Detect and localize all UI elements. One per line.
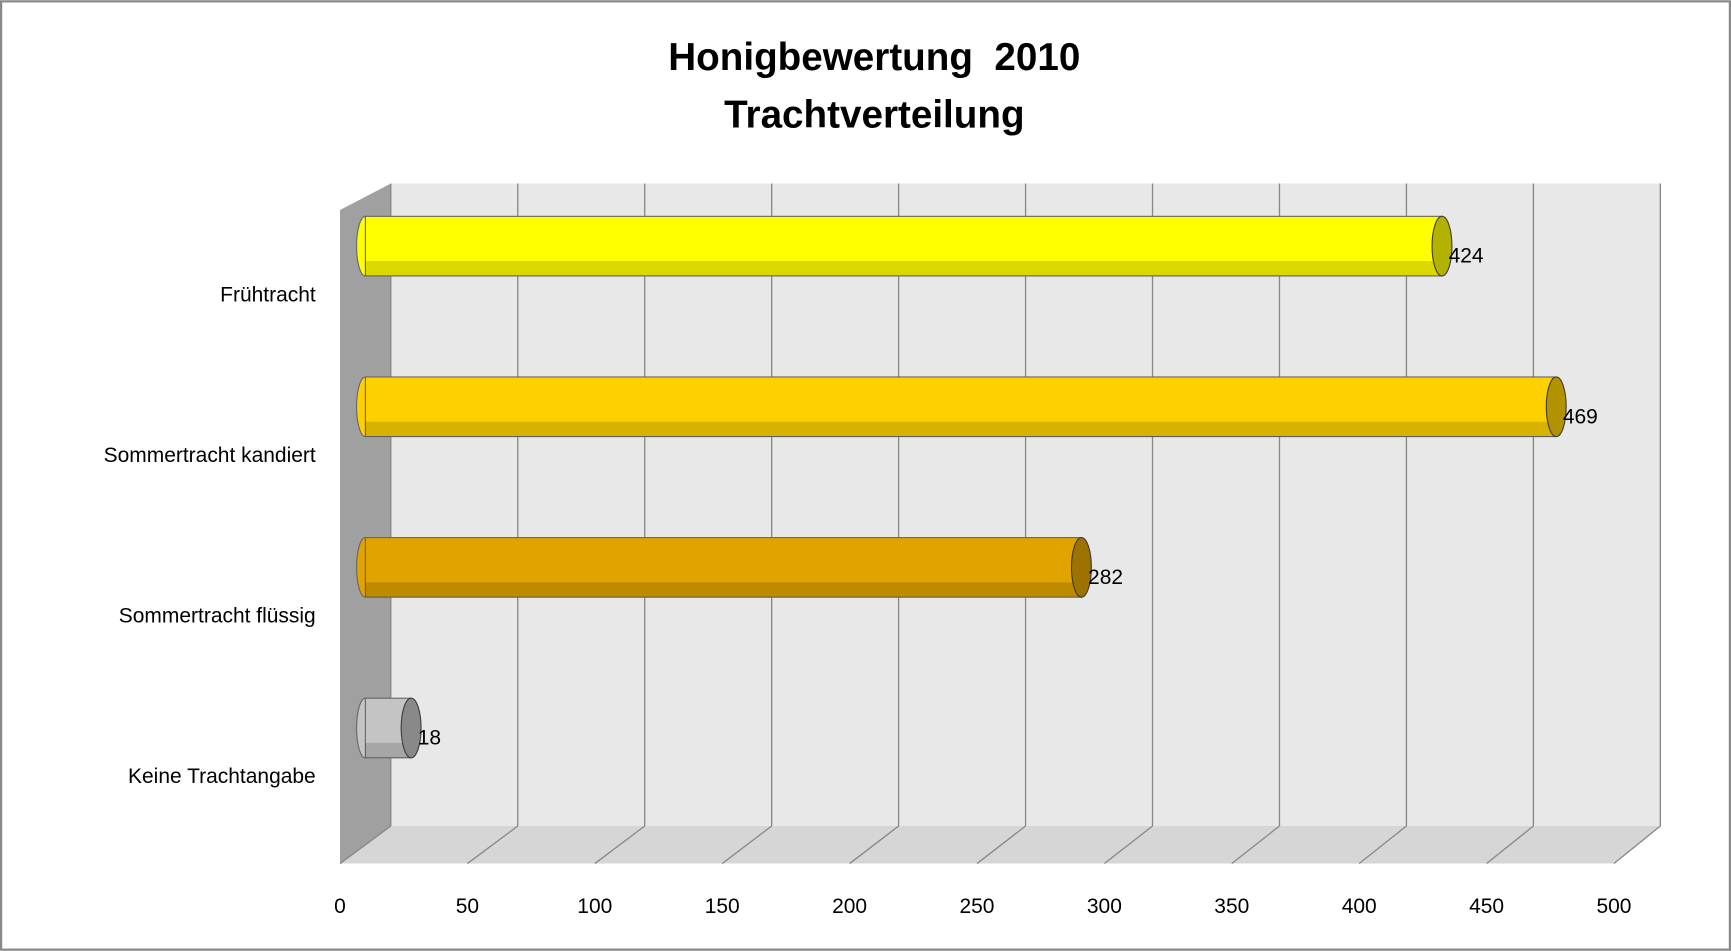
value-label: 282 <box>1088 566 1123 589</box>
x-tick-label: 200 <box>832 895 867 918</box>
x-tick-label: 500 <box>1596 895 1631 918</box>
value-label: 469 <box>1563 405 1598 428</box>
x-tick-label: 300 <box>1087 895 1122 918</box>
x-tick-label: 150 <box>705 895 740 918</box>
floor <box>340 826 1661 864</box>
y-tick-label: Sommertracht flüssig <box>119 605 316 628</box>
bar-shade <box>365 582 1082 598</box>
bar-shade <box>365 261 1442 276</box>
bar <box>364 537 1082 598</box>
grid-line <box>594 825 646 865</box>
bar-cap <box>400 697 422 759</box>
bar-shade <box>365 742 412 758</box>
chart-title: Honigbewertung 2010 <box>668 36 1080 79</box>
grid-line <box>976 825 1026 865</box>
chart-subtitle: Trachtverteilung <box>724 93 1025 136</box>
x-tick-label: 350 <box>1214 895 1249 918</box>
grid-line <box>1231 825 1280 865</box>
grid-line <box>1358 825 1407 865</box>
x-tick-label: 250 <box>959 895 994 918</box>
value-label: 424 <box>1449 245 1484 268</box>
grid-line <box>467 825 519 865</box>
grid-line <box>1486 825 1534 865</box>
side-wall <box>340 183 391 864</box>
bar-cap <box>1545 376 1567 438</box>
y-tick-label: Keine Trachtangabe <box>128 765 316 788</box>
x-tick-label: 50 <box>456 895 479 918</box>
grid-line <box>721 825 773 865</box>
y-tick-label: Sommertracht kandiert <box>104 444 316 467</box>
bar <box>364 215 1443 277</box>
bar-cap <box>1431 215 1453 277</box>
value-label: 18 <box>418 727 441 750</box>
grid-line <box>339 825 392 865</box>
x-tick-label: 100 <box>577 895 612 918</box>
grid-line <box>849 825 900 865</box>
bar-shade <box>365 421 1557 437</box>
grid-line <box>1103 825 1153 865</box>
x-tick-label: 450 <box>1469 895 1504 918</box>
y-tick-label: Frühtracht <box>220 283 316 306</box>
x-tick-label: 400 <box>1342 895 1377 918</box>
grid-line <box>1613 825 1661 865</box>
bar-cap <box>1070 537 1092 598</box>
x-tick-label: 0 <box>334 895 346 918</box>
